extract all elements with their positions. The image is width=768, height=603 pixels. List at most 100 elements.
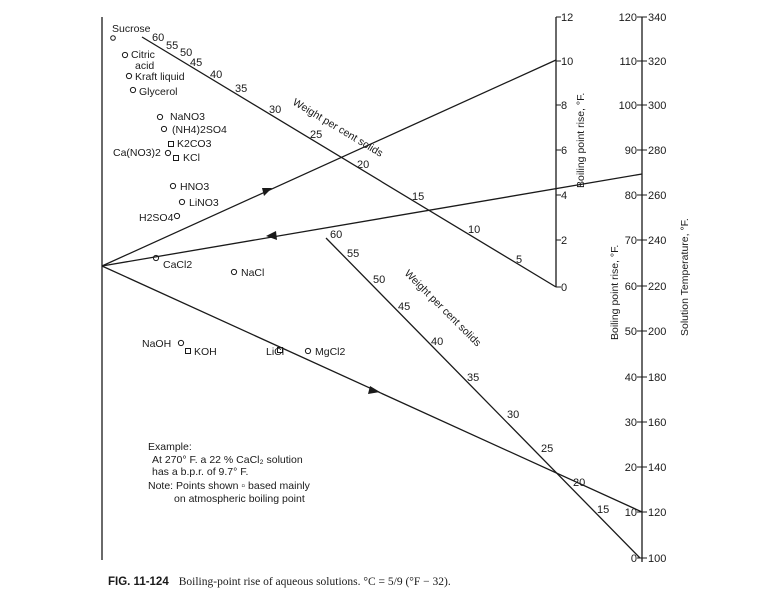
compound-label: LiNO3	[189, 197, 219, 209]
compound-marker-square	[277, 347, 283, 353]
temperature-title: Solution Temperature, °F.	[679, 218, 691, 336]
compound-marker-circle	[110, 35, 116, 41]
upper-weight-tick: 45	[190, 57, 202, 69]
upper-weight-tick: 15	[412, 191, 424, 203]
temperature-tick: 200	[648, 326, 666, 338]
small-bpr-tick: 0	[561, 282, 567, 294]
bpr-tick: 0	[631, 553, 637, 565]
temperature-tick: 300	[648, 100, 666, 112]
upper-weight-title: Weight per cent solids	[290, 96, 385, 159]
upper-weight-line	[141, 36, 557, 288]
example-line: has a b.p.r. of 9.7° F.	[152, 466, 248, 478]
compound-marker-circle	[156, 113, 164, 121]
compound-label: Ca(NO3)2	[113, 147, 161, 159]
compound-marker-circle	[160, 125, 168, 133]
compound-label: Kraft liquid	[135, 71, 185, 83]
compound-label: KOH	[194, 346, 217, 358]
compound-marker-square	[185, 348, 191, 354]
lower-weight-tick: 55	[347, 248, 359, 260]
compound-label: LiCl	[266, 346, 284, 358]
temperature-tick: 260	[648, 190, 666, 202]
temperature-tick: 160	[648, 417, 666, 429]
compound-marker-circle	[152, 254, 160, 262]
compound-marker-circle	[304, 347, 312, 355]
lower-weight-tick: 35	[467, 372, 479, 384]
construction-line-2	[101, 173, 643, 267]
small-bpr-title: Boiling point rise, °F.	[575, 93, 587, 188]
compound-marker-square	[168, 141, 174, 147]
bpr-tick: 60	[625, 281, 637, 293]
temperature-tick: 140	[648, 462, 666, 474]
compound-label: NaNO3	[170, 111, 205, 123]
bpr-tick: 120	[619, 12, 637, 24]
temperature-tick: 240	[648, 235, 666, 247]
compound-label: MgCl2	[315, 346, 346, 358]
lower-weight-tick: 25	[541, 443, 553, 455]
compound-marker-circle	[125, 72, 133, 80]
upper-weight-tick: 20	[357, 159, 369, 171]
upper-weight-tick: 25	[310, 129, 322, 141]
compound-marker-circle	[129, 86, 137, 94]
small-bpr-tick: 4	[561, 190, 567, 202]
lower-weight-tick: 50	[373, 274, 385, 286]
small-bpr-tick: 2	[561, 235, 567, 247]
lower-weight-tick: 60	[330, 229, 342, 241]
bpr-tick: 90	[625, 145, 637, 157]
bpr-tick: 30	[625, 417, 637, 429]
upper-weight-tick: 50	[180, 47, 192, 59]
compound-marker-circle	[230, 268, 238, 276]
figure-caption-text: Boiling-point rise of aqueous solutions.…	[178, 576, 451, 588]
compound-marker-circle	[121, 51, 129, 59]
construction-line-1	[101, 59, 557, 267]
upper-weight-tick: 55	[166, 40, 178, 52]
compound-marker-circle	[173, 212, 181, 220]
compound-label: Sucrose	[112, 23, 151, 35]
upper-weight-tick: 60	[152, 32, 164, 44]
compound-label: HNO3	[180, 181, 209, 193]
compound-marker-circle	[169, 182, 177, 190]
upper-weight-tick: 35	[235, 83, 247, 95]
lower-weight-tick: 45	[398, 301, 410, 313]
temperature-tick: 120	[648, 507, 666, 519]
compound-label: K2CO3	[177, 138, 212, 150]
small-bpr-tick: 8	[561, 100, 567, 112]
temperature-tick: 320	[648, 56, 666, 68]
compound-label: CaCl2	[163, 259, 192, 271]
lower-weight-tick: 15	[597, 504, 609, 516]
compound-label: NaCl	[241, 267, 264, 279]
compound-label: H2SO4	[139, 212, 174, 224]
bpr-tick: 110	[619, 56, 637, 68]
lower-weight-tick: 30	[507, 409, 519, 421]
bpr-tick: 100	[619, 100, 637, 112]
temperature-tick: 280	[648, 145, 666, 157]
compound-label: acid	[135, 60, 154, 72]
bpr-title: Boiling point rise, °F.	[609, 245, 621, 340]
upper-weight-tick: 10	[468, 224, 480, 236]
upper-weight-tick: 40	[210, 69, 222, 81]
arrow-head-2	[266, 231, 277, 240]
example-line: At 270° F. a 22 % CaCl₂ solution	[152, 454, 303, 466]
compound-label: NaOH	[142, 338, 171, 350]
compound-label: (NH4)2SO4	[172, 124, 227, 136]
example-note: on atmospheric boiling point	[174, 493, 305, 505]
bpr-tick: 20	[625, 462, 637, 474]
temperature-tick: 180	[648, 372, 666, 384]
upper-weight-tick: 5	[516, 254, 522, 266]
lower-weight-line	[325, 237, 641, 559]
bpr-tick: 50	[625, 326, 637, 338]
arrow-head-1	[262, 188, 272, 196]
compound-label: Glycerol	[139, 86, 178, 98]
figure-label: FIG. 11-124	[108, 576, 169, 588]
compound-label: KCl	[183, 152, 200, 164]
small-bpr-tick: 10	[561, 56, 573, 68]
temperature-tick: 100	[648, 553, 666, 565]
bpr-tick: 80	[625, 190, 637, 202]
bpr-tick: 70	[625, 235, 637, 247]
example-note: Note: Points shown ▫ based mainly	[148, 480, 311, 492]
compound-marker-circle	[177, 339, 185, 347]
temperature-tick: 220	[648, 281, 666, 293]
compound-marker-square	[173, 155, 179, 161]
figure-caption: FIG. 11-124 Boiling-point rise of aqueous…	[108, 576, 451, 588]
compound-marker-circle	[164, 149, 172, 157]
